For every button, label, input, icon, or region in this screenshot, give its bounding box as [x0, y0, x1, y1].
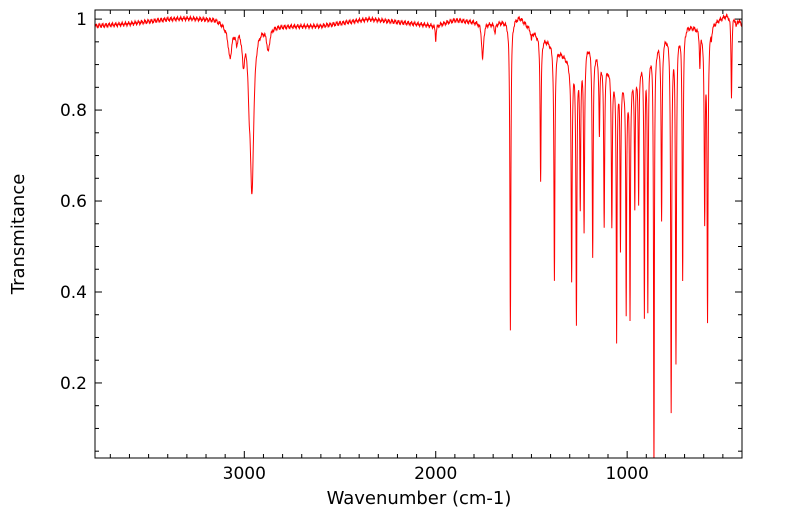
x-tick-label: 1000 [606, 464, 649, 484]
y-tick-label: 1 [76, 10, 87, 30]
y-tick-label: 0.2 [60, 374, 87, 394]
x-tick-label: 3000 [223, 464, 266, 484]
spectrum-series-line [95, 13, 742, 458]
y-axis-tick-labels: 0.2 0.4 0.6 0.8 1 [60, 10, 87, 394]
y-tick-label: 0.8 [60, 101, 87, 121]
x-tick-label: 2000 [414, 464, 457, 484]
y-axis-title: Transmitance [8, 174, 29, 296]
x-axis-tick-labels: 3000 2000 1000 [223, 464, 649, 484]
x-axis-ticks [109, 10, 743, 458]
y-tick-label: 0.4 [60, 283, 87, 303]
y-tick-label: 0.6 [60, 192, 87, 212]
plot-frame [94, 9, 743, 459]
y-axis-ticks [95, 18, 742, 452]
x-axis-title: Wavenumber (cm-1) [327, 488, 512, 509]
